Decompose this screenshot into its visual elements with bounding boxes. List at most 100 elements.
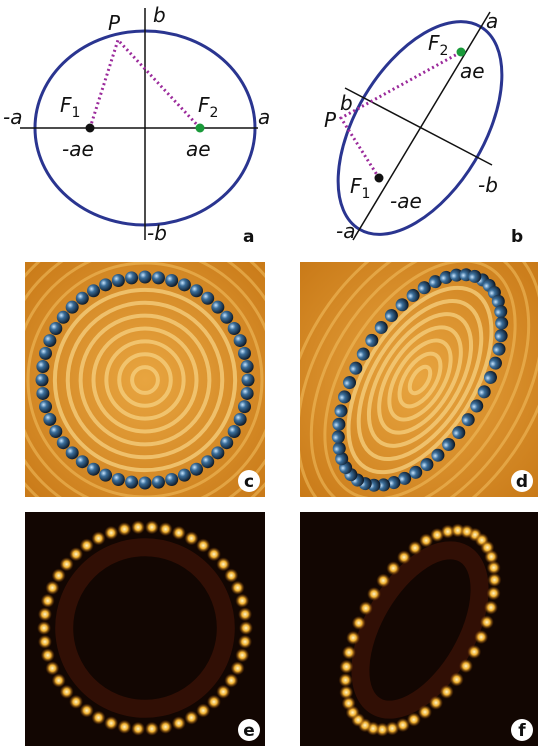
- atom: [178, 278, 191, 291]
- focus-subscript: 1: [362, 186, 371, 202]
- atom: [57, 436, 70, 449]
- atom: [87, 463, 100, 476]
- atom: [125, 476, 138, 489]
- atom: [139, 477, 152, 490]
- atom: [99, 278, 112, 291]
- focus-1: [375, 174, 384, 183]
- focus-symbol: F: [428, 31, 440, 55]
- bright-spot: [172, 716, 186, 730]
- bright-spot: [45, 581, 59, 595]
- atom: [57, 311, 70, 324]
- atom: [228, 322, 241, 335]
- focus-position: ae: [186, 137, 211, 161]
- focus-symbol: F: [60, 93, 72, 117]
- figure: P b -a F1 -ae F2 a ae -b a a F2 ae b P F…: [0, 0, 538, 746]
- focus-position: -ae: [62, 137, 94, 161]
- atom: [66, 446, 79, 459]
- panel-label: f: [518, 721, 526, 741]
- atom: [241, 360, 254, 373]
- atom: [66, 301, 79, 314]
- atom: [112, 274, 125, 287]
- bright-spot: [145, 520, 159, 534]
- atom: [49, 322, 62, 335]
- axis-label: a: [486, 9, 498, 33]
- atom: [234, 334, 247, 347]
- bright-spot: [196, 704, 210, 718]
- bright-spot: [184, 531, 198, 545]
- atom: [201, 292, 214, 305]
- focus-position: ae: [460, 59, 485, 83]
- bright-spot: [231, 661, 245, 675]
- panel-label: d: [516, 472, 528, 492]
- panel-label: e: [243, 721, 255, 741]
- focus-2: [457, 48, 466, 57]
- focus-label: F2: [428, 31, 448, 59]
- focus-subscript: 2: [440, 43, 449, 59]
- bright-spot: [117, 522, 131, 536]
- stm-images: [0, 170, 538, 746]
- atom: [220, 311, 233, 324]
- bright-spot: [131, 520, 145, 534]
- focus-label: F1: [60, 93, 80, 121]
- bright-spot: [159, 522, 173, 536]
- atom: [139, 271, 152, 284]
- stm-image: [0, 221, 304, 539]
- atom: [211, 301, 224, 314]
- focus-label: F2: [198, 93, 218, 121]
- bright-spot: [52, 569, 66, 583]
- axis-label: -b: [478, 173, 498, 197]
- bright-spot: [80, 538, 94, 552]
- bright-spot: [92, 531, 106, 545]
- bright-spot: [131, 722, 145, 736]
- atom: [220, 436, 233, 449]
- point-label: P: [108, 11, 121, 35]
- bright-spot: [104, 716, 118, 730]
- bright-spot: [37, 621, 51, 635]
- bright-spot: [239, 621, 253, 635]
- focus-symbol: F: [350, 174, 362, 198]
- bright-spot: [224, 569, 238, 583]
- atom: [178, 469, 191, 482]
- axis-label: b: [340, 91, 353, 115]
- bright-spot: [52, 673, 66, 687]
- bright-spot: [92, 711, 106, 725]
- atom: [238, 347, 251, 360]
- atom: [39, 400, 52, 413]
- atom: [49, 425, 62, 438]
- bright-spot: [159, 720, 173, 734]
- atom: [36, 387, 49, 400]
- atom: [228, 425, 241, 438]
- bright-spot: [117, 720, 131, 734]
- atom: [76, 455, 89, 468]
- axis-label: -a: [336, 219, 355, 243]
- atom: [190, 284, 203, 297]
- atom: [152, 271, 165, 284]
- point-label: P: [324, 108, 337, 132]
- atom: [36, 374, 49, 387]
- axis-label: a: [258, 105, 270, 129]
- stm-image: [300, 496, 538, 746]
- atom: [43, 334, 56, 347]
- minor-axis: [345, 88, 492, 165]
- atom: [125, 271, 138, 284]
- bright-spot: [238, 607, 252, 621]
- axis-label: b: [153, 3, 166, 27]
- atom: [76, 292, 89, 305]
- focus-label: F1: [350, 174, 370, 202]
- bright-spot: [38, 635, 52, 649]
- axis-label: -a: [3, 105, 22, 129]
- bright-spot: [184, 711, 198, 725]
- atom: [234, 413, 247, 426]
- bright-spot: [104, 526, 118, 540]
- atom: [241, 387, 254, 400]
- panel-b: a F2 ae b P F1 -ae -b -a b: [304, 0, 535, 262]
- bright-spot: [224, 673, 238, 687]
- bright-spot: [41, 648, 55, 662]
- atom: [39, 347, 52, 360]
- focus-1: [86, 124, 95, 133]
- atom: [211, 446, 224, 459]
- panel-label: b: [511, 227, 523, 247]
- atom: [190, 463, 203, 476]
- atom: [201, 455, 214, 468]
- bright-spot: [60, 685, 74, 699]
